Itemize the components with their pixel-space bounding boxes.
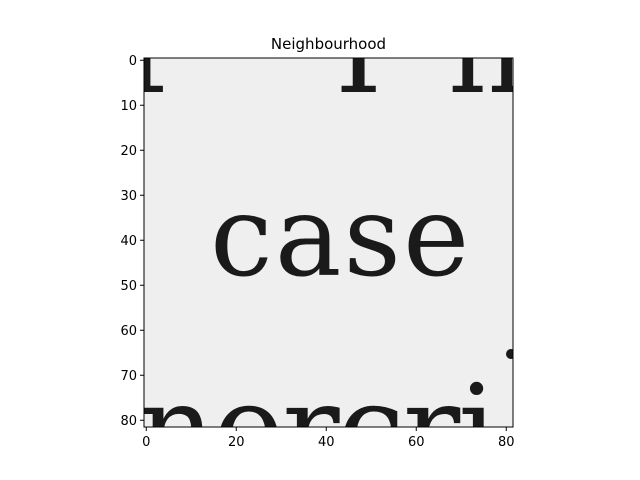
- x-tick-label: 60: [408, 435, 425, 450]
- y-tick-label: 40: [120, 234, 137, 249]
- x-tick-label: 80: [498, 435, 515, 450]
- image-background: [144, 58, 513, 427]
- y-tick-label: 70: [120, 369, 137, 384]
- image-region: r Th case nercri: [138, 58, 513, 480]
- x-axis: 0 20 40 60 80: [142, 427, 515, 450]
- y-tick-label: 10: [120, 99, 137, 114]
- y-tick-label: 80: [120, 414, 137, 429]
- partial-text-bottom: nercri: [138, 360, 495, 480]
- x-tick-label: 0: [142, 435, 150, 450]
- x-tick-label: 20: [228, 435, 245, 450]
- y-tick-label: 50: [120, 279, 137, 294]
- y-axis: 0 10 20 30 40 50 60 70 80: [120, 54, 144, 429]
- ink-dot: [506, 349, 513, 359]
- y-tick-label: 60: [120, 324, 137, 339]
- y-tick-label: 30: [120, 189, 137, 204]
- x-tick-label: 40: [318, 435, 335, 450]
- y-tick-label: 20: [120, 144, 137, 159]
- y-tick-label: 0: [129, 54, 137, 69]
- main-word: case: [210, 172, 471, 302]
- chart-title: Neighbourhood: [271, 35, 386, 53]
- axes-frame: [143, 57, 514, 428]
